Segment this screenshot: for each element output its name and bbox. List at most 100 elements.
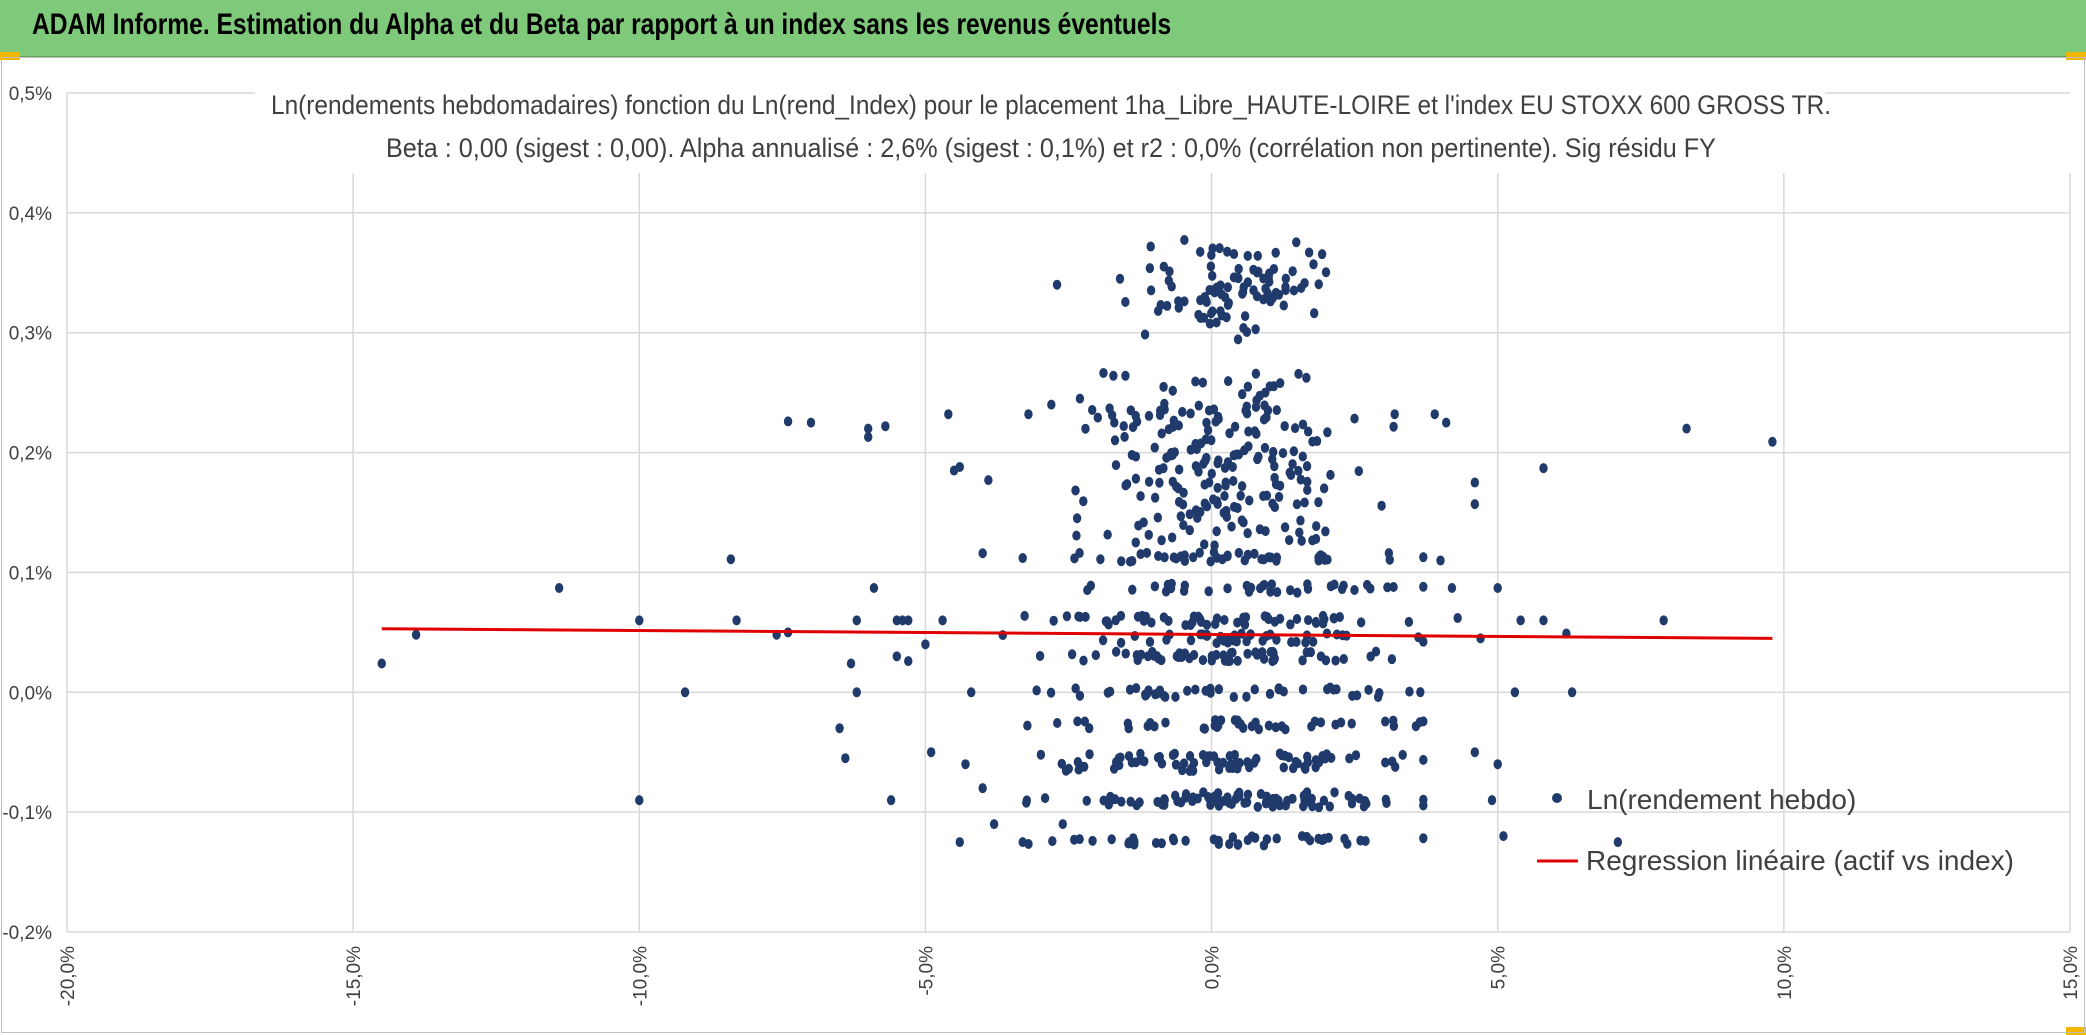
data-point bbox=[1088, 835, 1097, 846]
data-point bbox=[1143, 651, 1153, 662]
data-point bbox=[1390, 409, 1399, 420]
data-point bbox=[1419, 833, 1428, 844]
data-point bbox=[1251, 401, 1261, 412]
data-point bbox=[732, 615, 741, 626]
data-point bbox=[1389, 715, 1398, 726]
data-point bbox=[1768, 436, 1777, 447]
y-tick-label: 0,2% bbox=[9, 444, 52, 465]
data-point bbox=[1189, 611, 1199, 622]
data-point bbox=[554, 583, 564, 594]
data-point bbox=[1493, 759, 1502, 770]
data-point bbox=[1453, 612, 1462, 623]
data-point bbox=[1235, 757, 1244, 768]
data-point bbox=[1155, 477, 1164, 488]
data-point bbox=[1314, 802, 1324, 813]
data-point bbox=[1131, 683, 1141, 694]
data-point bbox=[1180, 296, 1189, 307]
data-point bbox=[1212, 722, 1222, 733]
data-point bbox=[1174, 296, 1183, 307]
x-axis-ticks: -20,0% -15,0% -10,0% -5,0% 0,0% 5,0% 10,0% 15,0… bbox=[58, 946, 2082, 1006]
data-point bbox=[1192, 444, 1202, 455]
data-point bbox=[1292, 237, 1301, 248]
data-point bbox=[1206, 261, 1216, 272]
data-point bbox=[1223, 246, 1232, 257]
data-point bbox=[1251, 368, 1261, 379]
data-point bbox=[1321, 526, 1330, 537]
data-point bbox=[1213, 458, 1222, 469]
data-point bbox=[904, 656, 913, 667]
data-point bbox=[1298, 655, 1307, 666]
data-point bbox=[1318, 618, 1328, 629]
data-point bbox=[1047, 399, 1056, 410]
data-point bbox=[1176, 511, 1186, 522]
data-point bbox=[1419, 800, 1428, 811]
data-point bbox=[1212, 552, 1222, 563]
data-point bbox=[1072, 530, 1081, 541]
data-point bbox=[1382, 797, 1391, 808]
data-point bbox=[1487, 795, 1497, 806]
data-point bbox=[1120, 431, 1129, 442]
data-point bbox=[1274, 491, 1284, 502]
data-point bbox=[1375, 688, 1384, 699]
data-point bbox=[1111, 757, 1121, 768]
data-point bbox=[1103, 687, 1113, 698]
data-point bbox=[1356, 835, 1365, 846]
data-point bbox=[1174, 420, 1183, 431]
data-point bbox=[1308, 535, 1317, 546]
data-point bbox=[1322, 628, 1332, 639]
data-point bbox=[1196, 616, 1206, 627]
x-tick-label: 0,0% bbox=[1203, 946, 1224, 989]
data-point bbox=[1253, 801, 1262, 812]
data-point bbox=[1153, 752, 1163, 763]
data-point bbox=[1351, 750, 1361, 761]
data-point bbox=[1214, 413, 1223, 424]
data-point bbox=[944, 409, 953, 420]
data-point bbox=[1387, 654, 1397, 665]
data-point bbox=[1493, 583, 1502, 594]
data-point bbox=[1081, 423, 1090, 434]
data-point bbox=[978, 548, 987, 559]
chart-subtitle-background bbox=[370, 128, 1715, 166]
data-point bbox=[1179, 585, 1189, 596]
data-point bbox=[1145, 636, 1155, 647]
data-point bbox=[1145, 717, 1155, 728]
data-point bbox=[1250, 757, 1259, 768]
data-point bbox=[1117, 796, 1126, 807]
data-point bbox=[1226, 647, 1236, 658]
data-point bbox=[1225, 839, 1234, 850]
data-point bbox=[1345, 753, 1354, 764]
y-tick-label: -0,2% bbox=[2, 923, 52, 944]
data-point bbox=[1274, 684, 1284, 695]
data-point bbox=[1436, 555, 1445, 566]
data-point bbox=[1280, 522, 1290, 533]
data-point bbox=[1272, 405, 1281, 416]
data-point bbox=[1381, 716, 1390, 727]
data-point bbox=[1303, 751, 1312, 762]
data-point bbox=[1223, 299, 1233, 310]
y-tick-label: 0,1% bbox=[9, 563, 52, 584]
data-point bbox=[984, 475, 993, 486]
data-point bbox=[1082, 795, 1091, 806]
corner-marker-right bbox=[2066, 52, 2086, 60]
data-point bbox=[1119, 421, 1128, 432]
data-point bbox=[635, 615, 644, 626]
data-point bbox=[1160, 398, 1169, 409]
data-point bbox=[1220, 614, 1229, 625]
data-point bbox=[1225, 428, 1234, 439]
data-point bbox=[1389, 421, 1398, 432]
data-point bbox=[1307, 793, 1316, 804]
data-point bbox=[1144, 685, 1153, 696]
data-point bbox=[1023, 720, 1032, 731]
data-point bbox=[1198, 377, 1208, 388]
data-point bbox=[1292, 613, 1302, 624]
data-point bbox=[1139, 517, 1148, 528]
data-point bbox=[1207, 270, 1217, 281]
data-point bbox=[1064, 763, 1073, 774]
data-point bbox=[1072, 513, 1082, 524]
data-point bbox=[1259, 653, 1269, 664]
data-point bbox=[1371, 646, 1381, 657]
data-point bbox=[1161, 717, 1170, 728]
data-point bbox=[1204, 586, 1213, 597]
data-point bbox=[1261, 387, 1270, 398]
